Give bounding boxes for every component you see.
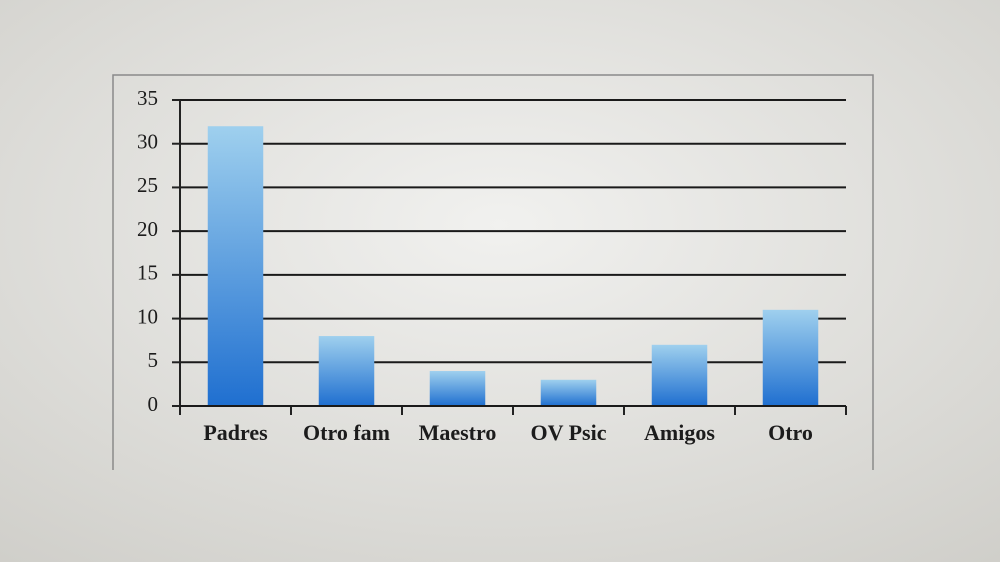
bar	[207, 126, 264, 406]
bar	[651, 344, 708, 406]
x-tick-label: Maestro	[419, 420, 497, 445]
y-tick-label: 35	[137, 86, 158, 110]
x-tick-label: Padres	[203, 420, 268, 445]
bar	[540, 379, 597, 406]
plot-area: 0 5 10 15 20 25 30 35 Padres Otro fam Maestro OV Ps…	[137, 86, 847, 445]
x-tick-label: Otro fam	[303, 420, 390, 445]
bar	[318, 336, 375, 406]
bar	[429, 371, 486, 406]
bar	[762, 309, 819, 406]
y-tick-label: 30	[137, 130, 158, 154]
x-tick-label: Otro	[768, 420, 813, 445]
y-tick-label: 0	[148, 392, 159, 416]
y-tick-label: 25	[137, 173, 158, 197]
chart-frame	[112, 74, 874, 470]
x-tick-label: Amigos	[644, 420, 715, 445]
x-tick-label: OV Psic	[531, 420, 607, 445]
y-tick-label: 10	[137, 304, 158, 328]
y-tick-label: 20	[137, 217, 158, 241]
y-tick-label: 5	[148, 348, 159, 372]
y-tick-label: 15	[137, 261, 158, 285]
